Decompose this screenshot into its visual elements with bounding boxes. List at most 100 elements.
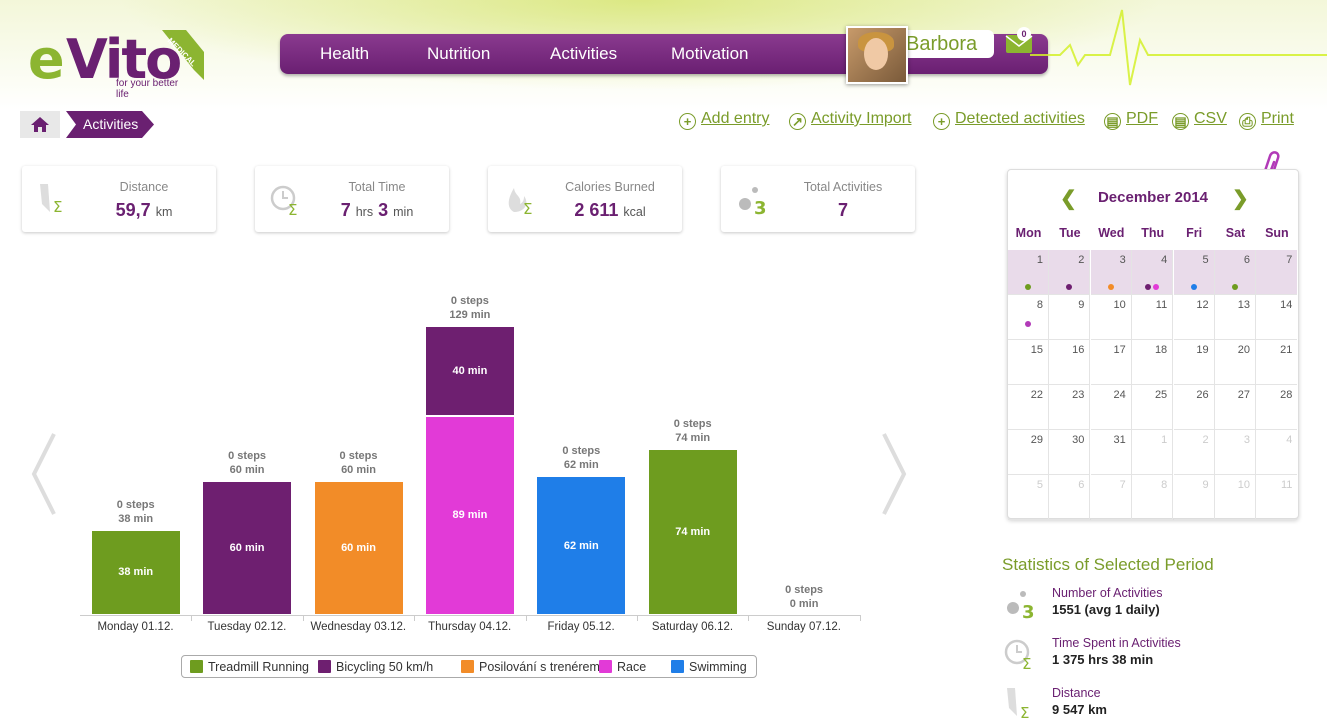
calendar-day[interactable]: 10 bbox=[1215, 475, 1256, 520]
chart-x-tick bbox=[414, 615, 416, 621]
evito-logo[interactable]: e Vito MEDICAL for your better life bbox=[28, 22, 204, 100]
activity-import-link[interactable]: ↗ Activity Import bbox=[789, 110, 911, 130]
calendar-day-number: 2 bbox=[1202, 434, 1209, 446]
calendar-day-number: 10 bbox=[1113, 299, 1126, 311]
chart-bar[interactable]: 89 min 40 min bbox=[424, 326, 515, 615]
calendar-day[interactable]: 20 bbox=[1215, 340, 1256, 385]
avatar[interactable] bbox=[846, 26, 908, 84]
calendar-day[interactable]: 12 bbox=[1173, 295, 1215, 340]
calendar-day[interactable]: 3 bbox=[1090, 250, 1132, 295]
chart-bar[interactable]: 74 min bbox=[647, 449, 738, 615]
legend-item[interactable]: Bicycling 50 km/h bbox=[318, 660, 433, 674]
chart-bar-segment[interactable]: 60 min bbox=[202, 480, 293, 615]
calendar-day[interactable]: 16 bbox=[1049, 340, 1091, 385]
calendar-day-number: 23 bbox=[1072, 389, 1085, 401]
legend-item[interactable]: Treadmill Running bbox=[190, 660, 309, 674]
calendar-day[interactable]: 25 bbox=[1132, 385, 1174, 430]
calendar-day[interactable]: 5 bbox=[1008, 475, 1049, 520]
calendar-day[interactable]: 28 bbox=[1256, 385, 1298, 430]
calendar-day-number: 1 bbox=[1036, 254, 1043, 266]
calendar-day[interactable]: 6 bbox=[1215, 250, 1256, 295]
svg-text:3: 3 bbox=[1022, 602, 1035, 622]
legend-item[interactable]: Posilování s trenérem bbox=[461, 660, 600, 674]
chart-bar[interactable]: 60 min bbox=[313, 480, 404, 615]
calendar-day[interactable]: 2 bbox=[1049, 250, 1091, 295]
calendar-day[interactable]: 5 bbox=[1173, 250, 1215, 295]
calendar-day[interactable]: 31 bbox=[1090, 430, 1132, 475]
calendar-day[interactable]: 9 bbox=[1049, 295, 1091, 340]
calendar-day[interactable]: 4 bbox=[1132, 250, 1174, 295]
calendar-day[interactable]: 15 bbox=[1008, 340, 1049, 385]
calendar-prev-month-icon[interactable]: ❮ bbox=[1060, 188, 1077, 210]
legend-item[interactable]: Swimming bbox=[671, 660, 747, 674]
plus-icon: + bbox=[679, 113, 696, 130]
legend-item[interactable]: Race bbox=[599, 660, 646, 674]
detected-activities-link[interactable]: + Detected activities bbox=[933, 110, 1085, 130]
calendar-activity-dot bbox=[1066, 284, 1073, 290]
calendar-day[interactable]: 18 bbox=[1132, 340, 1174, 385]
chart-bar-segment[interactable]: 60 min bbox=[313, 480, 404, 615]
calendar-day[interactable]: 23 bbox=[1049, 385, 1091, 430]
chart-bar[interactable]: 62 min bbox=[536, 476, 627, 615]
chart-x-tick bbox=[191, 615, 193, 621]
calendar-day[interactable]: 11 bbox=[1256, 475, 1298, 520]
chart-data-label: 38 min bbox=[118, 566, 154, 579]
calendar-day[interactable]: 26 bbox=[1173, 385, 1215, 430]
calendar-day-number: 8 bbox=[1036, 299, 1043, 311]
nav-health[interactable]: Health bbox=[320, 44, 370, 63]
calendar-day[interactable]: 8 bbox=[1008, 295, 1049, 340]
calendar-day[interactable]: 22 bbox=[1008, 385, 1049, 430]
calendar-day-number: 5 bbox=[1202, 254, 1209, 266]
total-activities-card: 3 Total Activities 7 bbox=[721, 166, 915, 232]
calendar-day[interactable]: 8 bbox=[1132, 475, 1174, 520]
calendar-day[interactable]: 21 bbox=[1256, 340, 1298, 385]
nav-motivation[interactable]: Motivation bbox=[671, 44, 749, 63]
chart-bar[interactable]: 38 min bbox=[90, 529, 181, 615]
calendar-day[interactable]: 11 bbox=[1132, 295, 1174, 340]
calendar-day[interactable]: 7 bbox=[1256, 250, 1298, 295]
card-value: 7 hrs 3 min bbox=[340, 200, 414, 220]
breadcrumb-home[interactable] bbox=[20, 111, 60, 138]
calendar-day-number: 12 bbox=[1196, 299, 1209, 311]
calendar-day[interactable]: 13 bbox=[1215, 295, 1256, 340]
document-icon: ▤ bbox=[1104, 113, 1121, 130]
card-value: 2 611 kcal bbox=[574, 200, 646, 220]
distance-card: Σ Distance 59,7 km bbox=[22, 166, 216, 232]
pdf-link[interactable]: ▤ PDF bbox=[1104, 110, 1158, 130]
calendar-day[interactable]: 10 bbox=[1090, 295, 1132, 340]
chart-prev-arrow-icon[interactable] bbox=[30, 432, 58, 516]
calendar-day[interactable]: 3 bbox=[1215, 430, 1256, 475]
print-link[interactable]: ⎙ Print bbox=[1239, 110, 1294, 130]
chart-bar-segment[interactable]: 38 min bbox=[90, 529, 181, 615]
calendar-day[interactable]: 17 bbox=[1090, 340, 1132, 385]
calendar-next-month-icon[interactable]: ❯ bbox=[1232, 188, 1249, 210]
calendar-day[interactable]: 6 bbox=[1049, 475, 1091, 520]
calendar-day[interactable]: 19 bbox=[1173, 340, 1215, 385]
calendar-day[interactable]: 1 bbox=[1008, 250, 1049, 295]
chart-bar-segment[interactable]: 62 min bbox=[536, 476, 627, 615]
calendar-day[interactable]: 27 bbox=[1215, 385, 1256, 430]
chart-next-arrow-icon[interactable] bbox=[880, 432, 908, 516]
calendar-day[interactable]: 1 bbox=[1132, 430, 1174, 475]
calendar-day-number: 21 bbox=[1280, 344, 1293, 356]
calendar-day[interactable]: 14 bbox=[1256, 295, 1298, 340]
chart-bar[interactable]: 60 min bbox=[202, 480, 293, 615]
nav-nutrition[interactable]: Nutrition bbox=[427, 44, 491, 63]
chart-bar-segment[interactable]: 40 min bbox=[424, 326, 515, 416]
calendar-day[interactable]: 9 bbox=[1173, 475, 1215, 520]
svg-text:Σ: Σ bbox=[288, 201, 297, 218]
user-name[interactable]: Barbora bbox=[900, 30, 994, 58]
chart-bar-segment[interactable]: 89 min bbox=[424, 415, 515, 615]
chart-bar-segment[interactable]: 74 min bbox=[647, 449, 738, 615]
calendar-day[interactable]: 4 bbox=[1256, 430, 1298, 475]
nav-activities[interactable]: Activities bbox=[550, 44, 618, 63]
calendar-day-number: 25 bbox=[1154, 389, 1168, 401]
calendar-day[interactable]: 7 bbox=[1090, 475, 1132, 520]
csv-link[interactable]: ▤ CSV bbox=[1172, 110, 1227, 130]
calendar-day[interactable]: 24 bbox=[1090, 385, 1132, 430]
calendar-day[interactable]: 29 bbox=[1008, 430, 1049, 475]
svg-text:Σ: Σ bbox=[1020, 704, 1029, 722]
calendar-day[interactable]: 30 bbox=[1049, 430, 1091, 475]
add-entry-link[interactable]: + Add entry bbox=[679, 110, 769, 130]
calendar-day[interactable]: 2 bbox=[1173, 430, 1215, 475]
